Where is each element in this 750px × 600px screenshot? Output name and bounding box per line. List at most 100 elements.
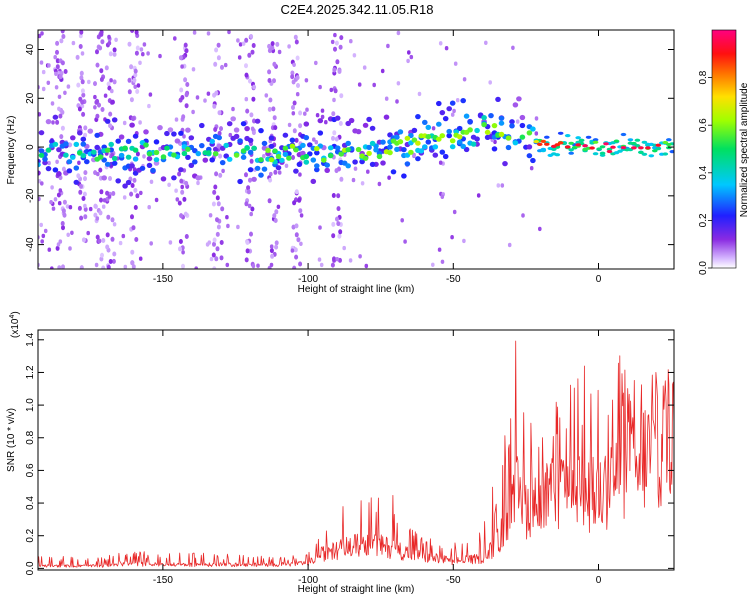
spectrogram-cell (95, 216, 100, 221)
spectrogram-cell (95, 113, 100, 119)
spectrogram-cell (606, 149, 613, 154)
spectrogram-cell (95, 98, 100, 104)
spectrogram-cell (59, 134, 64, 140)
spectrogram-cell (272, 115, 277, 121)
spectrogram-cell (298, 208, 303, 214)
spectrogram-cell (269, 171, 273, 177)
spectrogram-cell (436, 121, 442, 127)
spectrogram-cell (526, 153, 533, 159)
spectrogram-cell (81, 92, 86, 98)
spectrogram-cell (589, 146, 595, 150)
spectrogram-cell (339, 176, 344, 182)
spectrogram-cell (123, 264, 128, 269)
spectrogram-cell (38, 33, 42, 39)
spectrogram-cell (141, 52, 145, 57)
spectrogram-cell (297, 197, 302, 203)
spectrogram-cell (99, 31, 104, 37)
spectrogram-cell (246, 189, 251, 195)
spectrogram-cell (115, 138, 121, 144)
spectrogram-cell (127, 77, 132, 83)
spectrogram-cell (127, 89, 132, 95)
spectrogram-cell (444, 46, 449, 51)
spectrogram-cell (305, 107, 309, 112)
colorbar-ticks: 0.0 0.2 0.4 0.6 0.8 (698, 70, 712, 275)
spectrogram-cell (585, 135, 592, 139)
spectrogram-cell (122, 183, 128, 189)
spectrogram-cell (395, 99, 399, 104)
spectrogram-cell (129, 64, 134, 70)
spectrogram-cell (334, 136, 339, 142)
spectrogram-cell (342, 245, 347, 251)
spectrogram-cell (509, 123, 515, 129)
spectrogram-x-ticks: -150 -100 -50 0 (153, 30, 602, 285)
spectrogram-cell (491, 123, 498, 129)
spectrogram-cell (362, 122, 369, 128)
spectrogram-cell (269, 262, 274, 268)
spectrogram-cell (194, 266, 198, 269)
spectrogram-cell (303, 153, 310, 160)
spectrogram-cell (133, 84, 137, 90)
spectrogram-cell (111, 191, 116, 196)
spectrogram-cell (199, 122, 205, 129)
x-tick-label: -50 (446, 274, 461, 285)
spectrogram-cell (295, 55, 300, 61)
spectrogram-cell (244, 201, 249, 207)
spectrogram-cell (440, 259, 445, 264)
spectrogram-cell (248, 177, 252, 183)
spectrogram-cell (146, 51, 150, 56)
spectrogram-cell (291, 155, 295, 160)
spectrogram-cell (377, 181, 382, 187)
spectrogram-cell (439, 110, 446, 116)
spectrogram-cell (93, 212, 98, 218)
spectrogram-cell (58, 239, 63, 244)
spectrogram-cell (592, 140, 599, 144)
spectrogram-cell (519, 122, 526, 129)
spectrogram-cell (213, 184, 218, 190)
spectrogram-cell (206, 150, 212, 156)
spectrogram-cell (249, 231, 253, 237)
spectrogram-cell (666, 142, 672, 147)
spectrogram-cell (303, 135, 310, 141)
spectrogram-cell (298, 261, 303, 267)
spectrogram-cell (181, 250, 185, 255)
spectrogram-cell (47, 160, 51, 166)
spectrogram-cell (129, 191, 134, 197)
spectrogram-cell (130, 214, 134, 220)
spectrogram-cell (160, 176, 167, 182)
spectrogram-cell (345, 140, 352, 146)
spectrogram-cell (225, 215, 229, 220)
spectrogram-cell (366, 144, 372, 150)
spectrogram-cell (240, 121, 247, 127)
spectrogram-cell (244, 63, 248, 69)
y-tick-label: 1.2 (25, 365, 36, 379)
spectrogram-cell (303, 111, 307, 116)
spectrogram-cell (286, 155, 292, 161)
spectrogram-cell (130, 260, 135, 266)
spectrogram-cell (357, 82, 362, 87)
spectrogram-cell (436, 100, 442, 107)
spectrogram-cell (252, 118, 256, 124)
spectrogram-cell (446, 106, 453, 112)
spectrogram-cell (386, 43, 390, 49)
spectrogram-cell (324, 162, 331, 168)
spectrogram-cell (364, 263, 369, 269)
spectrogram-cell (98, 210, 103, 216)
spectrogram-cell (246, 185, 251, 191)
spectrogram-cell (455, 98, 460, 103)
spectrogram-cell (226, 156, 233, 162)
spectrogram-cell (196, 180, 200, 186)
spectrogram-cell (208, 213, 213, 218)
spectrogram-cell (230, 116, 236, 122)
spectrogram-cell (425, 139, 432, 145)
spectrogram-cell (184, 234, 189, 239)
spectrogram-cell (146, 151, 153, 157)
spectrogram-cell (185, 127, 191, 133)
spectrogram-cell (106, 264, 111, 269)
spectrogram-cell (345, 163, 352, 169)
snr-y-ticks: 0.0 0.2 0.4 0.6 0.8 1.0 1.2 1.4 (25, 332, 674, 575)
spectrogram-cell (81, 237, 86, 243)
spectrogram-cell (61, 225, 65, 231)
spectrogram-cell (631, 146, 637, 150)
spectrogram-cell (274, 244, 279, 250)
spectrogram-cell (41, 86, 46, 92)
